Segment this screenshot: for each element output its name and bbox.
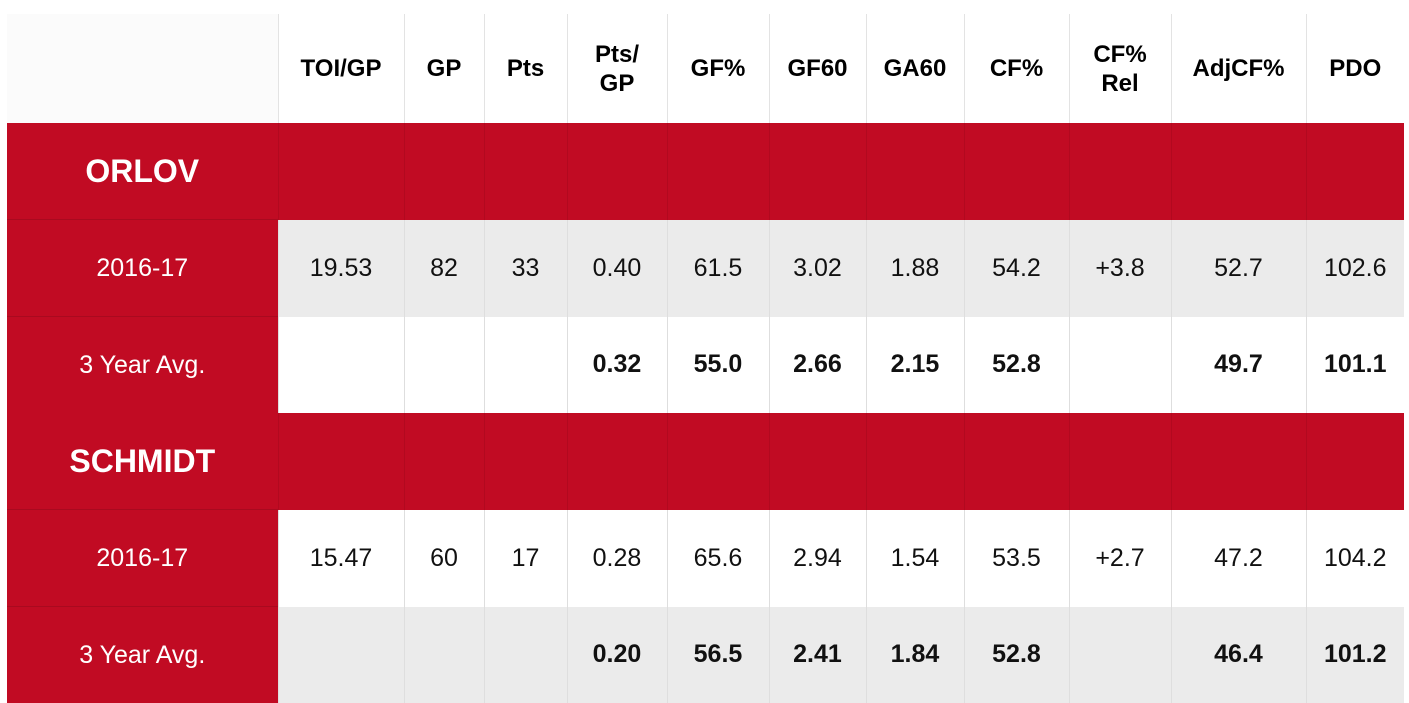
stat-cell: 2.15 (866, 317, 964, 414)
player-band-cell (1069, 123, 1171, 220)
row-label: 3 Year Avg. (7, 607, 278, 703)
stat-cell: 33 (484, 220, 567, 317)
stat-cell: 1.54 (866, 510, 964, 607)
player-band-cell (567, 413, 667, 510)
stat-cell: 3.02 (769, 220, 866, 317)
stat-cell: 54.2 (964, 220, 1069, 317)
player-band-cell (404, 123, 484, 220)
player-name: SCHMIDT (7, 413, 278, 510)
row-label: 2016-17 (7, 220, 278, 317)
player-band-cell (964, 123, 1069, 220)
stat-cell: 82 (404, 220, 484, 317)
stat-cell: 56.5 (667, 607, 769, 703)
player-band-cell (1171, 413, 1306, 510)
stat-cell: 0.20 (567, 607, 667, 703)
stat-cell: 52.8 (964, 317, 1069, 414)
column-header: Pts (484, 14, 567, 123)
stat-cell: 15.47 (278, 510, 404, 607)
player-band-cell (769, 123, 866, 220)
player-band-cell (866, 413, 964, 510)
player-band-cell (964, 413, 1069, 510)
stat-cell: 65.6 (667, 510, 769, 607)
player-name: ORLOV (7, 123, 278, 220)
column-header: CF% (964, 14, 1069, 123)
player-band-cell (1069, 413, 1171, 510)
row-label: 2016-17 (7, 510, 278, 607)
column-header: GF% (667, 14, 769, 123)
stat-cell: 0.32 (567, 317, 667, 414)
header-corner (7, 14, 278, 123)
column-header: GP (404, 14, 484, 123)
player-band-cell (404, 413, 484, 510)
stat-cell (278, 317, 404, 414)
column-header: Pts/ GP (567, 14, 667, 123)
column-header: GA60 (866, 14, 964, 123)
player-band-cell (1306, 413, 1404, 510)
stat-cell: 55.0 (667, 317, 769, 414)
stat-cell: 1.84 (866, 607, 964, 703)
stat-cell: 2.94 (769, 510, 866, 607)
stat-cell: +2.7 (1069, 510, 1171, 607)
row-label: 3 Year Avg. (7, 317, 278, 414)
player-band-cell (1306, 123, 1404, 220)
stat-cell: 61.5 (667, 220, 769, 317)
player-band-cell (1171, 123, 1306, 220)
stat-cell (1069, 317, 1171, 414)
stat-cell: 52.8 (964, 607, 1069, 703)
player-band-cell (278, 413, 404, 510)
stat-cell: 2.66 (769, 317, 866, 414)
stat-cell: 0.40 (567, 220, 667, 317)
stat-cell (484, 607, 567, 703)
stat-cell: 47.2 (1171, 510, 1306, 607)
stat-cell (404, 607, 484, 703)
player-header-row: SCHMIDT (7, 413, 1404, 510)
stat-cell (278, 607, 404, 703)
stat-cell: 17 (484, 510, 567, 607)
player-band-cell (484, 123, 567, 220)
stat-cell: 101.1 (1306, 317, 1404, 414)
column-header: CF% Rel (1069, 14, 1171, 123)
stat-cell: +3.8 (1069, 220, 1171, 317)
player-band-cell (667, 413, 769, 510)
stat-cell: 1.88 (866, 220, 964, 317)
stat-cell: 19.53 (278, 220, 404, 317)
stat-cell: 0.28 (567, 510, 667, 607)
stat-cell (1069, 607, 1171, 703)
column-header: AdjCF% (1171, 14, 1306, 123)
stat-cell: 102.6 (1306, 220, 1404, 317)
player-header-row: ORLOV (7, 123, 1404, 220)
column-header: GF60 (769, 14, 866, 123)
stat-cell: 53.5 (964, 510, 1069, 607)
stat-cell (404, 317, 484, 414)
player-band-cell (484, 413, 567, 510)
player-band-cell (667, 123, 769, 220)
column-header: PDO (1306, 14, 1404, 123)
column-header: TOI/GP (278, 14, 404, 123)
stat-cell: 60 (404, 510, 484, 607)
stat-cell: 46.4 (1171, 607, 1306, 703)
player-band-cell (769, 413, 866, 510)
stat-cell: 101.2 (1306, 607, 1404, 703)
player-band-cell (567, 123, 667, 220)
stat-cell: 2.41 (769, 607, 866, 703)
stat-cell: 49.7 (1171, 317, 1306, 414)
stat-cell: 104.2 (1306, 510, 1404, 607)
player-band-cell (278, 123, 404, 220)
player-band-cell (866, 123, 964, 220)
stat-cell: 52.7 (1171, 220, 1306, 317)
stat-cell (484, 317, 567, 414)
